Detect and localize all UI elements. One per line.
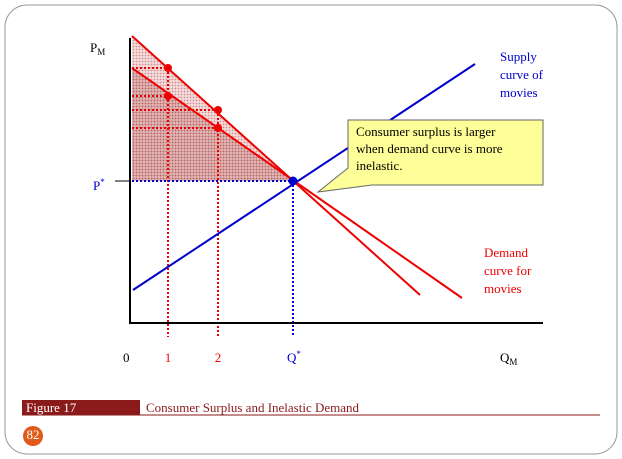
demand-inelastic — [131, 35, 421, 296]
svg-text:movies: movies — [500, 85, 538, 100]
origin: 0 — [123, 350, 130, 365]
q-star: Q* — [287, 349, 301, 365]
points — [164, 64, 222, 132]
figure-tab — [22, 400, 140, 415]
svg-text:when demand curve is more: when demand curve is more — [356, 141, 503, 156]
svg-text:Consumer surplus is larger: Consumer surplus is larger — [356, 124, 496, 139]
x-tick: 2 — [215, 350, 222, 365]
x-label: QM — [500, 350, 517, 367]
svg-text:curve for: curve for — [484, 263, 532, 278]
eq-guides — [132, 180, 294, 337]
equilibrium — [288, 176, 298, 186]
slide-number-badge — [23, 426, 43, 446]
svg-text:curve of: curve of — [500, 67, 544, 82]
supply-curve — [132, 63, 476, 291]
p-star: P* — [93, 177, 105, 193]
figure-caption: Consumer Surplus and Inelastic Demand — [146, 400, 360, 415]
guides — [132, 67, 219, 337]
supply-label: Supply curve of movies — [500, 49, 544, 100]
y-label: PM — [90, 40, 105, 57]
svg-text:inelastic.: inelastic. — [356, 158, 403, 173]
x-tick: 1 — [165, 350, 172, 365]
figure-number: Figure 17 — [26, 400, 77, 415]
svg-text:movies: movies — [484, 281, 522, 296]
demand-label: Demand curve for movies — [484, 245, 532, 296]
svg-text:Supply: Supply — [500, 49, 537, 64]
callout-box — [316, 119, 544, 193]
callout-text: Consumer surplus is larger when demand c… — [356, 124, 503, 173]
svg-text:Demand: Demand — [484, 245, 529, 260]
slide-number: 82 — [27, 427, 40, 442]
